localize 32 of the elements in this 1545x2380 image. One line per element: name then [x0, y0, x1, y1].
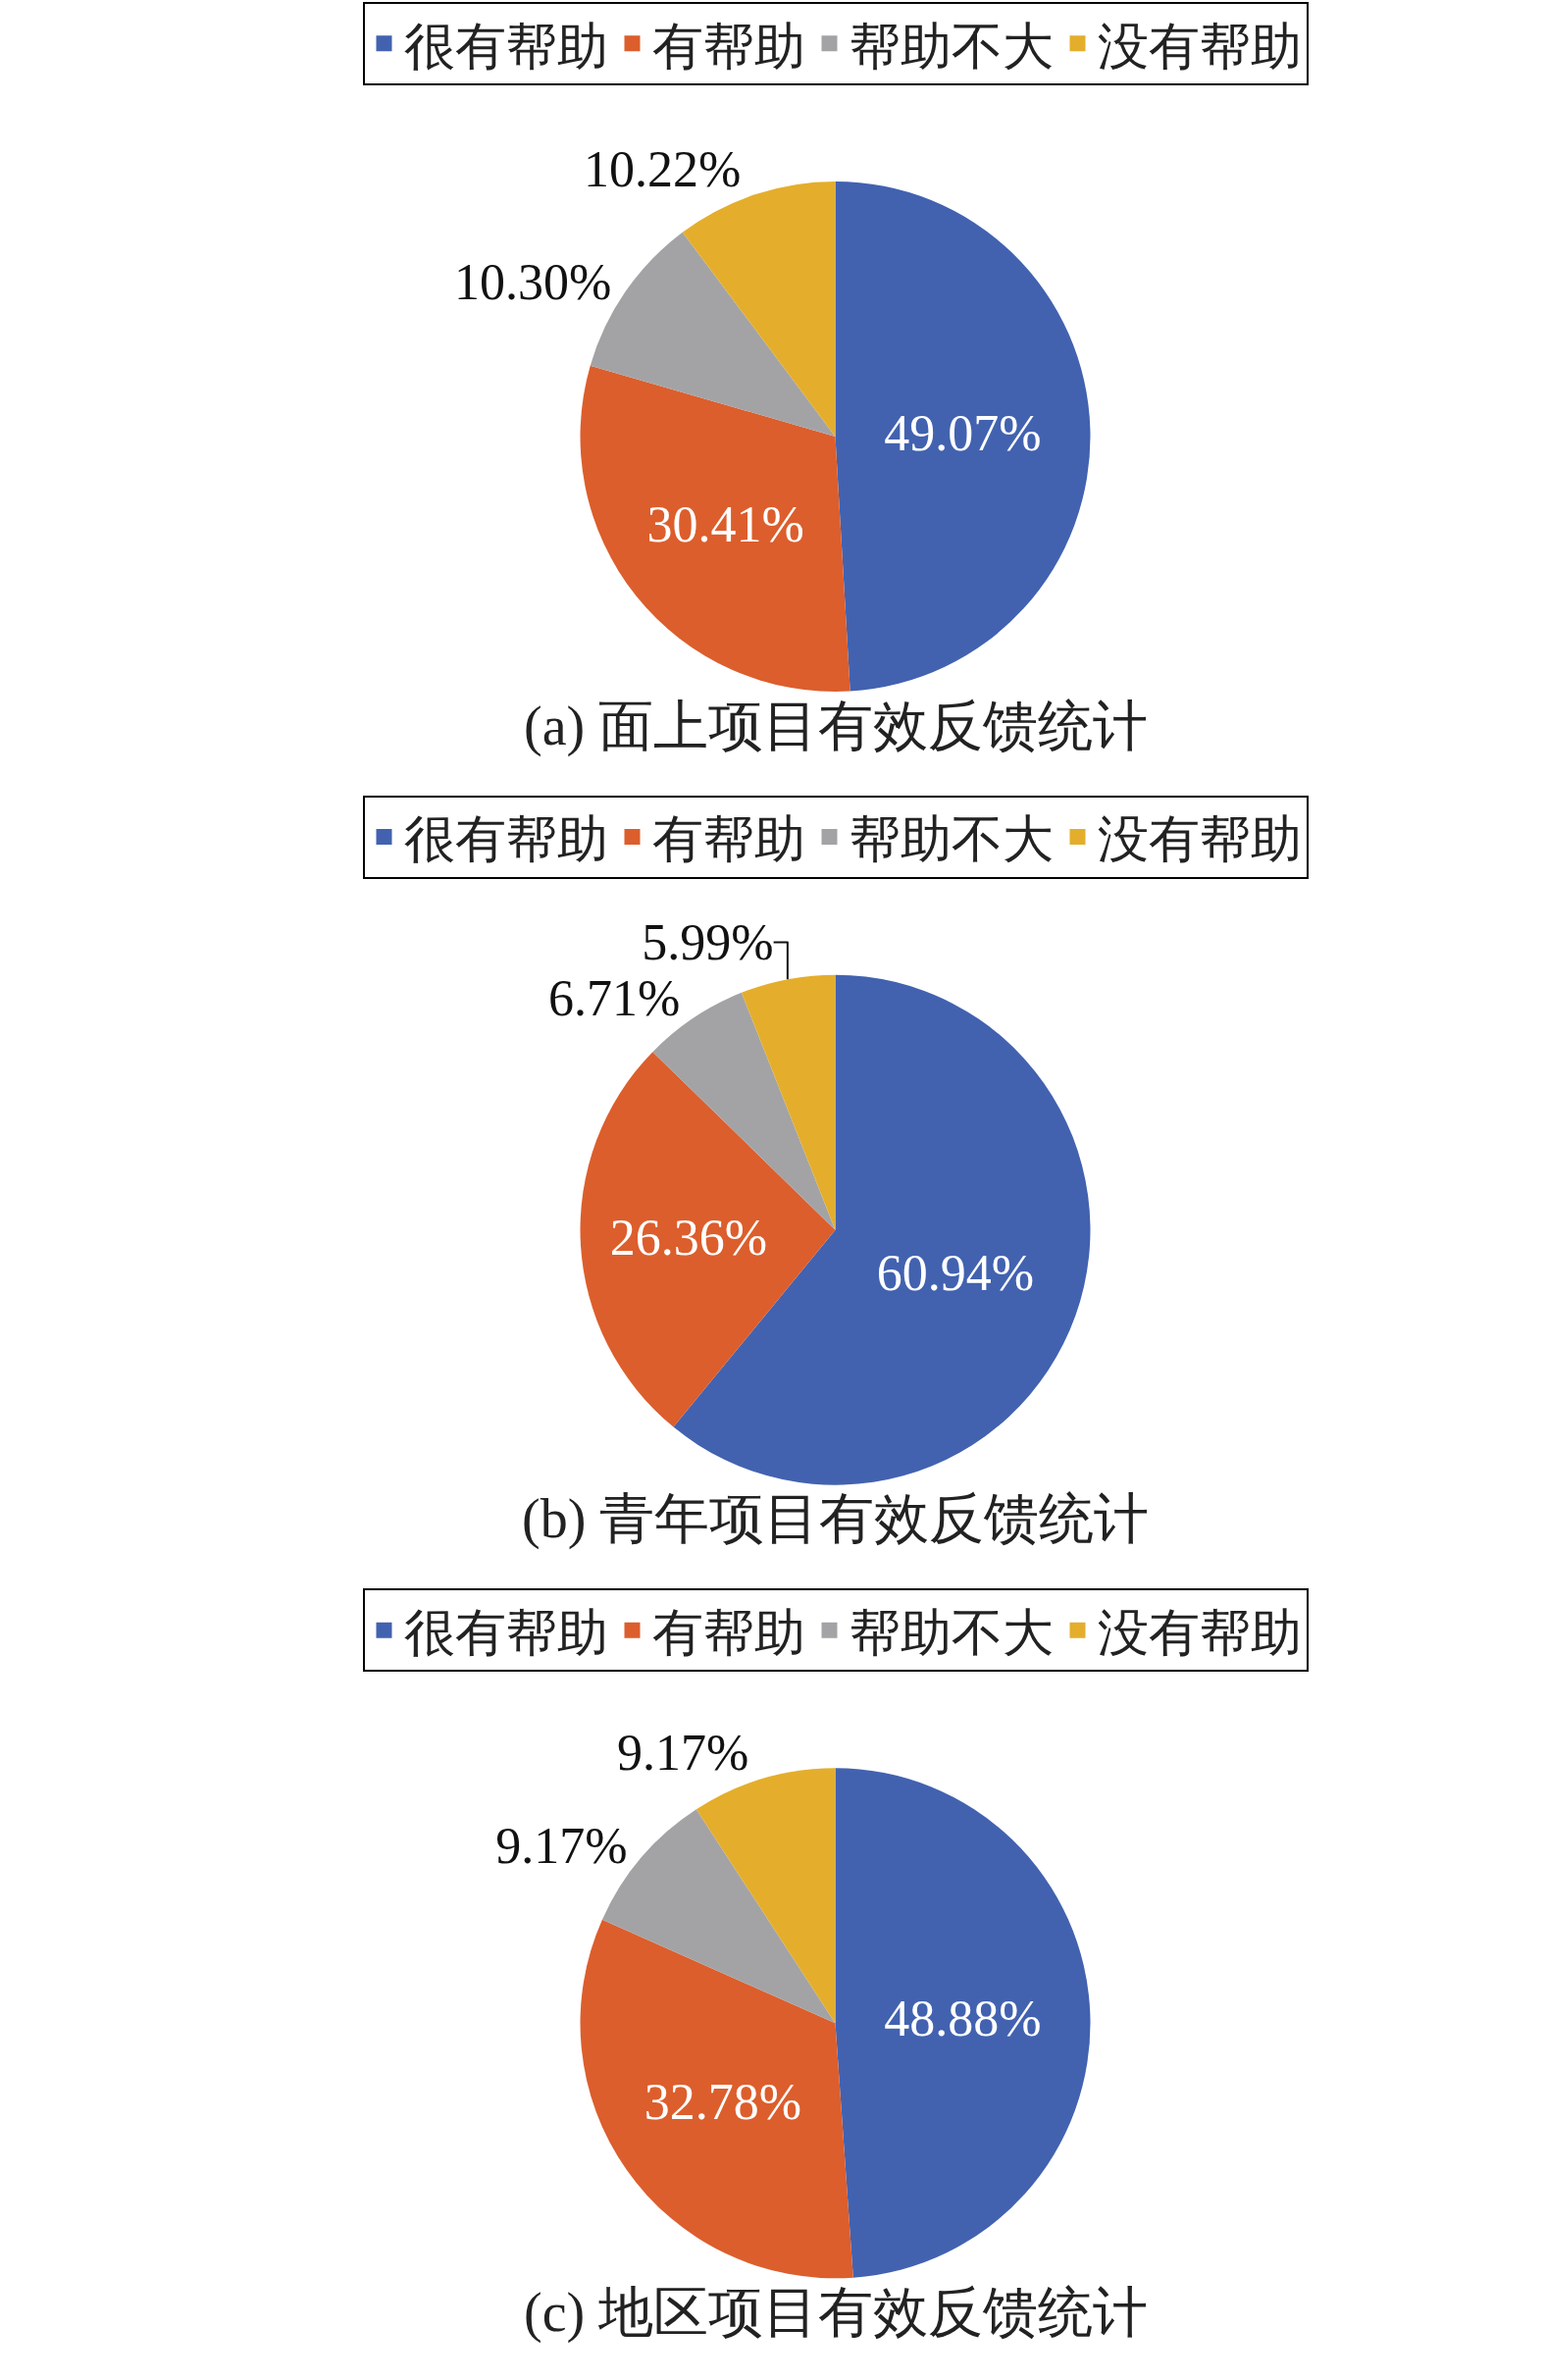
data-label: 49.07%: [884, 404, 1042, 461]
pie-slice: [580, 1052, 836, 1427]
data-label: 48.88%: [884, 1991, 1042, 2047]
legend-label: 有帮助: [651, 811, 805, 868]
data-label: 5.99%: [642, 913, 774, 970]
legend-label: 很有帮助: [403, 811, 608, 868]
legend-label: 没有帮助: [1097, 18, 1302, 75]
data-label: 26.36%: [609, 1210, 768, 1267]
pie-slice: [580, 1919, 853, 2278]
data-label: 10.22%: [583, 141, 742, 198]
text: (c) 地区项目有效反馈统计: [524, 2282, 1149, 2344]
pie-slice: [835, 1768, 1091, 2278]
data-label: 6.71%: [547, 969, 681, 1026]
legend-label: 没有帮助: [1097, 1604, 1302, 1661]
data-label: 60.94%: [876, 1244, 1035, 1301]
legend-label: 有帮助: [651, 18, 805, 75]
legend-label: 帮助不大: [849, 18, 1054, 75]
data-label: 32.78%: [644, 2074, 802, 2131]
legend-label: 很有帮助: [403, 18, 608, 75]
legend-label: 帮助不大: [849, 1604, 1054, 1661]
data-label: 30.41%: [646, 495, 804, 552]
data-label: 9.17%: [495, 1818, 628, 1875]
legend-label: 帮助不大: [849, 811, 1054, 868]
legend-label: 有帮助: [651, 1604, 805, 1661]
text: (b) 青年项目有效反馈统计: [522, 1488, 1150, 1550]
legend-label: 很有帮助: [403, 1604, 608, 1661]
data-label: 10.30%: [454, 254, 612, 311]
pie-slice: [835, 181, 1091, 692]
legend-label: 没有帮助: [1097, 811, 1302, 868]
pie-slice: [580, 365, 850, 692]
text: (a) 面上项目有效反馈统计: [524, 696, 1149, 757]
data-label: 9.17%: [617, 1725, 749, 1782]
